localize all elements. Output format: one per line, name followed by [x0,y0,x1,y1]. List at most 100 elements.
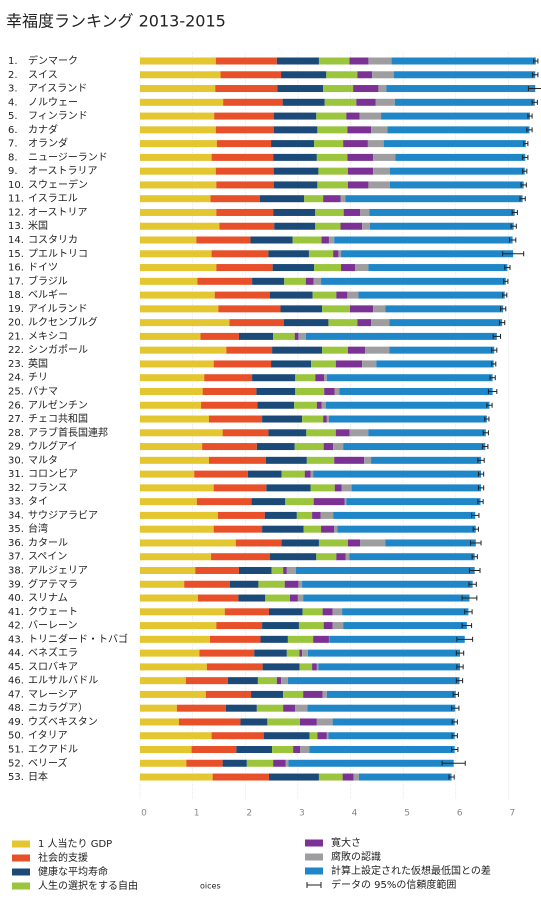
bar-segment [140,401,202,409]
bar-segment [194,470,248,478]
bar-segment [212,773,269,781]
rank-label: 48. [8,703,24,714]
bar-segment [270,291,313,299]
bar-segment [140,622,217,630]
legend-swatch [12,840,30,848]
legend-error-icon [306,882,322,888]
bar-segment [341,264,356,272]
bar-segment [238,332,274,340]
bar-segment [262,663,300,671]
bar-segment [323,85,354,93]
bar-segment [140,153,212,161]
bar-segment [140,181,217,189]
rank-label: 47. [8,689,24,700]
bar-segment [347,153,374,161]
error-bar [470,540,482,546]
error-bar [511,209,518,215]
legend-label: 社会的支援 [38,851,88,864]
bar-segment [333,443,344,451]
bar-segment [140,443,203,451]
bar-segment [288,759,454,767]
bar-segment [345,553,350,561]
category-label: タイ [28,496,48,508]
bar-segment [394,98,535,106]
error-bar [452,691,459,697]
bar-segment [216,208,274,216]
error-bar [468,567,481,573]
bar-segment [342,608,469,616]
error-bar [532,72,539,78]
rank-label: 2. [8,70,18,81]
rank-label: 38. [8,565,24,576]
x-tick-label: 6 [457,809,463,819]
bar-segment [387,126,530,134]
category-label: イタリア [28,730,68,742]
rank-label: 43. [8,634,24,645]
bar-segment [360,208,370,216]
bar-segment [318,539,348,547]
rank-label: 26. [8,400,24,411]
bar-segment [140,635,210,643]
bar-segment [357,71,373,79]
bar-segment [355,264,369,272]
legend-label: 計算上設定された仮想最低国との差 [331,864,491,877]
bar-segment [201,401,258,409]
bar-segment [320,511,334,519]
category-label: コロンビア [28,468,78,480]
bar-segment [376,360,494,368]
bar-segment [389,346,495,354]
bar-segment [258,580,285,588]
rank-label: 28. [8,428,24,439]
category-label: エルサルバドル [28,675,98,687]
category-label: 米国 [28,219,48,232]
bar-segment [273,208,316,216]
bar-segment [273,126,318,134]
bar-segment [295,387,325,395]
bar-segment [390,167,525,175]
bar-segment [223,98,283,106]
bar-segment [334,387,340,395]
error-bar [487,388,498,394]
bar-segment [385,305,504,313]
bar-segment [140,98,224,106]
error-bar [441,760,466,766]
rank-label: 31. [8,469,24,480]
bar-segment [311,360,336,368]
error-bar [504,265,511,271]
bar-segment [272,346,323,354]
category-label: マルタ [28,454,58,466]
rank-label: 21. [8,331,24,342]
bar-segment [386,85,536,93]
bar-segment [321,525,335,533]
category-label: オーストリア [28,206,88,218]
error-bar [522,168,528,174]
bar-segment [184,580,230,588]
bar-segment [313,635,329,643]
bar-segment [368,181,390,189]
bar-segment [286,566,296,574]
x-tick-label: 3 [299,809,305,819]
bar-segment [385,539,476,547]
category-label: スイス [28,70,58,81]
bar-segment [324,98,357,106]
error-bar [491,347,498,353]
bar-segment [213,360,272,368]
bar-segment [324,374,327,382]
bar-segment [229,319,284,327]
legend-swatch [12,854,30,862]
bar-segment [321,277,506,285]
bar-segment [334,236,513,244]
category-label: ドイツ [28,263,58,274]
category-label: デンマーク [28,54,78,67]
category-label: カタール [28,537,68,549]
bar-segment [285,759,289,767]
bar-segment [215,167,274,175]
error-bar [451,733,458,739]
bar-segment [310,470,314,478]
bar-segment [251,498,286,506]
rank-label: 15. [8,249,24,260]
category-label: マレーシア [28,689,78,700]
category-label: 日本 [28,770,48,783]
bar-segment [268,773,319,781]
bar-segment [328,732,455,740]
